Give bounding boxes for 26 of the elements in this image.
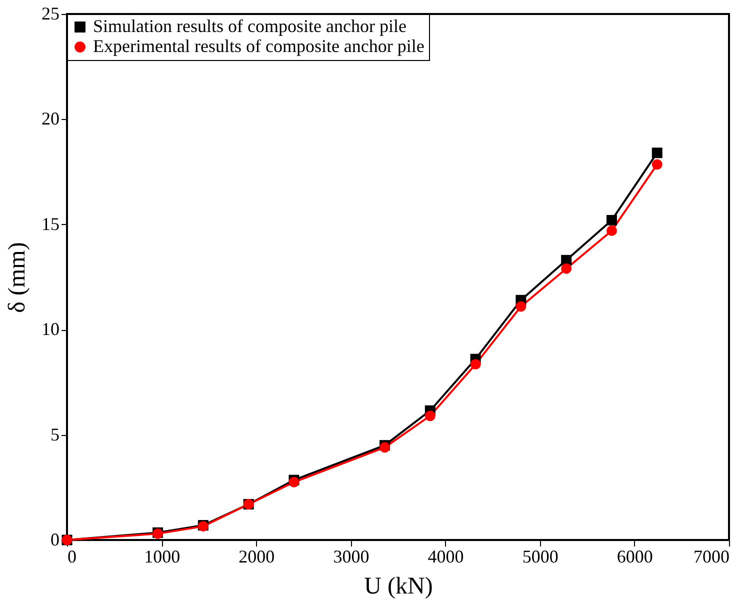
y-tick-label: 10 [42, 319, 60, 340]
point [606, 225, 617, 236]
x-tick-label: 4000 [428, 546, 464, 566]
point [561, 263, 572, 274]
y-tick-label: 5 [50, 424, 60, 444]
point [424, 410, 436, 422]
point [606, 214, 617, 226]
y-tick-label: 15 [42, 214, 60, 234]
x-tick-label: 2000 [238, 546, 275, 566]
legend-label: Experimental results of composite anchor pile [93, 36, 424, 56]
x-axis-title: U (kN) [364, 574, 433, 600]
point [470, 359, 481, 370]
y-tick-label: 20 [42, 108, 60, 129]
x-tick-label: 3000 [333, 546, 370, 566]
legend-label: Simulation results of composite anchor pile [93, 16, 406, 36]
y-tick-label: 0 [50, 530, 60, 550]
point [652, 159, 662, 170]
x-tick-label: 1000 [144, 546, 180, 566]
point [516, 301, 526, 312]
x-tick-label: 6000 [616, 546, 653, 566]
x-tick-label: 0 [68, 546, 76, 566]
x-tick-label: 5000 [522, 546, 558, 566]
y-tick-label: 25 [42, 4, 60, 24]
y-axis-title: δ (mm) [4, 242, 30, 313]
point [652, 148, 662, 158]
x-tick-label: 7000 [694, 546, 730, 566]
